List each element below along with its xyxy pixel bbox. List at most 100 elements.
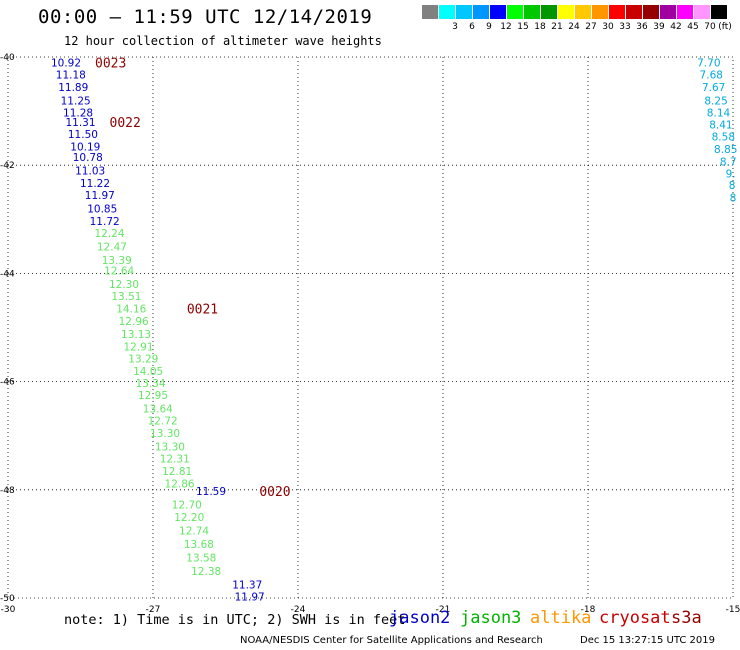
wave-height-value: 10.19 <box>70 141 100 153</box>
wave-height-value: 8.25 <box>704 95 727 107</box>
wave-height-value: 12.38 <box>191 566 221 578</box>
colorbar-swatch <box>541 5 557 19</box>
x-tick-label: -15 <box>726 605 740 612</box>
wave-height-value: 12.95 <box>138 390 168 402</box>
colorbar-swatch <box>558 5 574 19</box>
wave-height-value: 13.68 <box>184 539 214 551</box>
wave-height-value: 12.86 <box>165 478 195 490</box>
x-tick-label: -18 <box>581 605 596 612</box>
colorbar-swatch <box>490 5 506 19</box>
wave-height-value: 12.96 <box>119 316 149 328</box>
wave-height-value: 10.92 <box>51 57 81 69</box>
wave-height-value: 11.89 <box>58 82 88 94</box>
colorbar-swatch <box>456 5 472 19</box>
colorbar-swatch <box>592 5 608 19</box>
credit-text: NOAA/NESDIS Center for Satellite Applica… <box>240 635 543 646</box>
wave-height-value: 11.31 <box>65 117 95 129</box>
y-tick-label: -44 <box>0 269 15 279</box>
wave-height-value: 9. <box>726 168 736 180</box>
wave-height-value: 12.91 <box>123 341 153 353</box>
wave-height-value: 12.81 <box>162 466 192 478</box>
wave-height-value: 12.47 <box>97 241 127 253</box>
colorbar-swatch <box>711 5 727 19</box>
colorbar-tick-label: 42 <box>670 22 682 32</box>
wave-height-value: 12.24 <box>94 228 124 240</box>
wave-height-value: 11.25 <box>61 95 91 107</box>
colorbar-tick-label: 18 <box>534 22 546 32</box>
wave-height-value: 8.58 <box>712 132 735 144</box>
wave-height-value: 7.68 <box>700 69 723 81</box>
wave-height-value: 11.37 <box>232 579 262 591</box>
colorbar-tick-label: 33 <box>619 22 631 32</box>
colorbar-tick-label: 39 <box>653 22 665 32</box>
legend-item-altika: altika <box>530 608 592 628</box>
wave-height-value: 11.18 <box>56 69 86 81</box>
wave-height-value: 11.72 <box>90 216 120 228</box>
colorbar-tick-label: 24 <box>568 22 580 32</box>
x-tick-label: -30 <box>1 605 16 612</box>
time-label: 0020 <box>259 485 290 500</box>
wave-height-value: 11.97 <box>85 190 115 202</box>
wave-height-value: 7.67 <box>702 82 725 94</box>
wave-height-value: 14.16 <box>116 304 146 316</box>
wave-height-value: 13.51 <box>111 291 141 303</box>
wave-height-value: 8 <box>729 180 736 192</box>
wave-height-value: 7.70 <box>697 57 720 69</box>
plot-frame <box>7 56 734 599</box>
colorbar-tick-label: 9 <box>486 22 492 32</box>
wave-height-value: 12.64 <box>104 266 134 278</box>
wave-height-value: 8.14 <box>707 108 731 120</box>
wave-height-value: 13.64 <box>143 404 173 416</box>
wave-height-value: 12.72 <box>148 416 178 428</box>
colorbar-tick-label: 70 <box>704 22 716 32</box>
wave-height-value: 13.39 <box>102 255 132 267</box>
generated-timestamp: Dec 15 13:27:15 UTC 2019 <box>580 635 715 646</box>
wave-height-map: -30 -27 -24 -21 -18 -15 -40 -42 -44 -46 -48 -50 10.9… <box>0 53 740 612</box>
wave-height-value: 11.50 <box>68 129 98 141</box>
wave-height-value: 13.30 <box>155 442 185 454</box>
colorbar-swatch <box>643 5 659 19</box>
wave-height-value: 12.31 <box>160 453 190 465</box>
colorbar-tick-label: 36 <box>636 22 648 32</box>
wave-height-value: 10.85 <box>87 203 117 215</box>
y-tick-label: -50 <box>0 594 15 604</box>
legend-item-cryosat: cryosat <box>599 608 671 628</box>
wave-height-value: 13.34 <box>136 378 166 390</box>
colorbar-swatch <box>626 5 642 19</box>
wave-height-value: 13.30 <box>150 428 180 440</box>
colorbar-tick-label: 12 <box>500 22 512 32</box>
colorbar-swatch <box>524 5 540 19</box>
footnote: note: 1) Time is in UTC; 2) SWH is in fe… <box>64 612 406 628</box>
colorbar-tick-label: 27 <box>585 22 597 32</box>
wave-height-value: 11.22 <box>80 178 110 190</box>
wave-height-value: 12.30 <box>109 279 139 291</box>
y-tick-label: -46 <box>0 378 15 388</box>
wave-height-value: 11.28 <box>63 108 93 120</box>
wave-height-value: 8 <box>730 193 737 205</box>
y-tick-label: -48 <box>0 486 15 496</box>
time-label: 0023 <box>95 56 126 71</box>
wave-height-value: 13.58 <box>186 552 216 564</box>
colorbar-swatch <box>694 5 710 19</box>
legend-item-s3a: s3a <box>671 608 702 628</box>
legend-item-jason3: jason3 <box>460 608 522 628</box>
colorbar-tick-label: 15 <box>517 22 529 32</box>
time-label: 0021 <box>187 303 218 318</box>
page-title: 00:00 – 11:59 UTC 12/14/2019 <box>38 6 373 28</box>
page-subtitle: 12 hour collection of altimeter wave hei… <box>64 34 382 48</box>
colorbar-swatch <box>473 5 489 19</box>
wave-height-value: 12.20 <box>174 512 204 524</box>
time-label: 0022 <box>110 116 141 131</box>
wave-height-value: 11.97 <box>235 591 265 603</box>
y-tick-label: -40 <box>0 53 15 63</box>
wave-height-value: 10.78 <box>73 152 103 164</box>
wave-height-value: 13.29 <box>128 353 158 365</box>
colorbar-tick-label: 21 <box>551 22 563 32</box>
colorbar-unit-label: (ft) <box>718 22 732 32</box>
colorbar-tick-label: 6 <box>469 22 475 32</box>
wave-height-value: 13.13 <box>121 329 151 341</box>
wave-height-value: 12.74 <box>179 525 209 537</box>
wave-height-value: 8.41 <box>709 120 732 132</box>
wave-height-value: 11.59 <box>196 486 226 498</box>
colorbar-swatch <box>609 5 625 19</box>
